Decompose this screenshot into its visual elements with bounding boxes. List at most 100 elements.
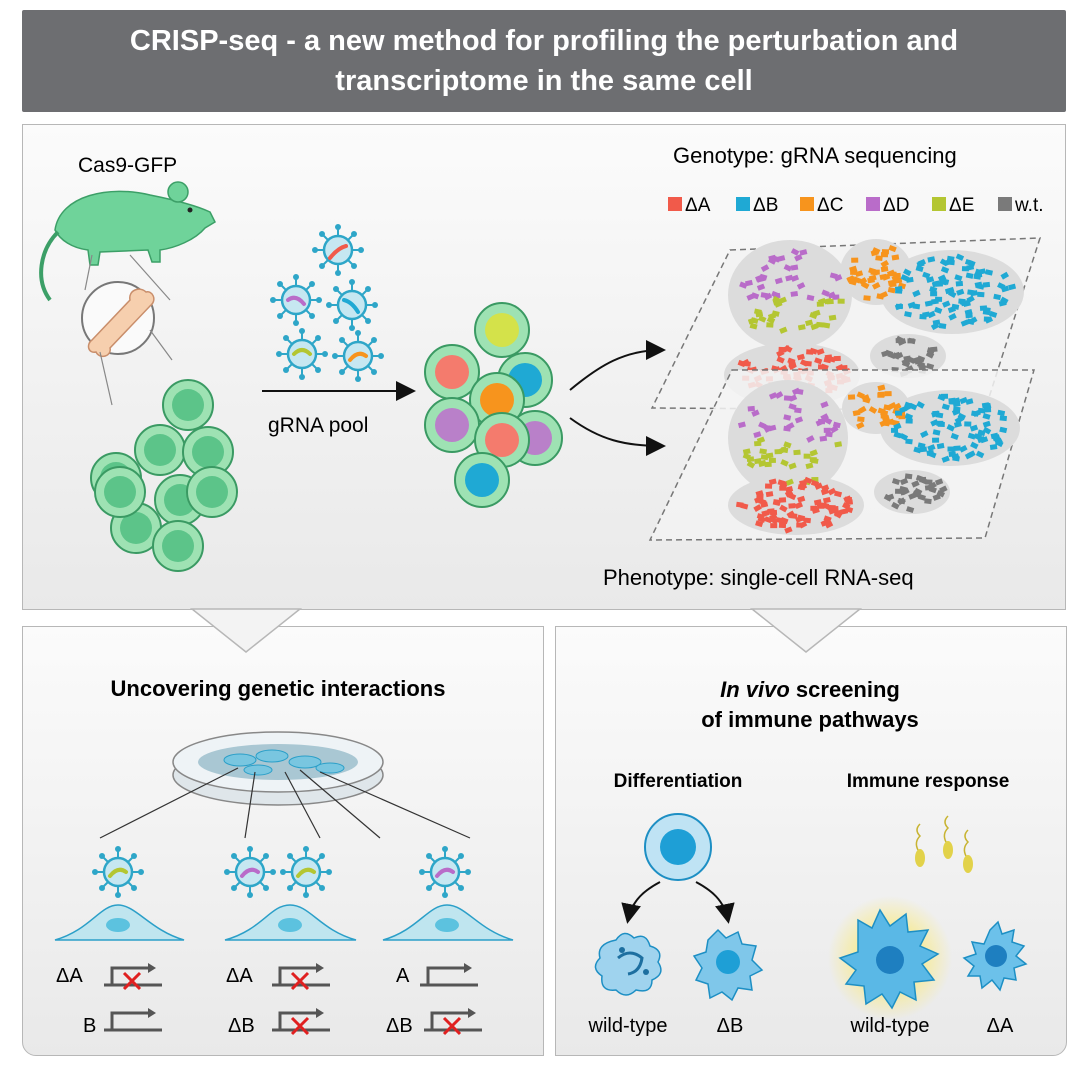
cell-dot xyxy=(747,405,755,412)
cell-dot xyxy=(765,491,774,498)
cell-dot xyxy=(796,353,805,361)
cell-dot xyxy=(820,488,830,496)
cell-dot xyxy=(925,362,935,370)
cell-dot xyxy=(809,457,817,463)
cell-dot xyxy=(989,444,998,450)
knockout-x-icon xyxy=(290,971,310,991)
transduced-cells xyxy=(424,302,563,508)
cell-dot xyxy=(894,303,904,311)
cell-dot xyxy=(932,493,941,501)
mouse-label: Cas9-GFP xyxy=(78,154,177,177)
cell-dot xyxy=(875,255,883,262)
cell-dot xyxy=(797,484,806,491)
cell-dot xyxy=(946,424,955,432)
cell-dot xyxy=(833,355,841,362)
cell-dot xyxy=(833,509,842,517)
cell-dot xyxy=(948,313,957,321)
phenotype-plane xyxy=(648,369,1035,541)
cell-dot xyxy=(959,396,968,405)
cell-dot xyxy=(788,462,797,470)
cell-dot xyxy=(758,315,767,323)
cell-dot xyxy=(788,361,797,369)
cond2-gene2: ΔB xyxy=(228,1015,255,1037)
cell-dot xyxy=(990,432,999,440)
cell-dot xyxy=(944,287,954,295)
cell-dot xyxy=(1000,271,1010,280)
cell-dot xyxy=(889,281,897,288)
cell-dot xyxy=(997,282,1006,290)
cell-dot xyxy=(803,476,813,485)
cell-dot xyxy=(979,436,989,444)
cell-dot xyxy=(780,517,789,525)
cell-dot xyxy=(799,249,808,256)
cell-dot xyxy=(755,520,764,528)
knockout-x-icon xyxy=(122,971,142,991)
cell-dot xyxy=(879,291,889,299)
cell-dot xyxy=(783,395,792,401)
cell-dot xyxy=(977,407,986,414)
legend-label: w.t. xyxy=(1014,195,1044,216)
cell-dot xyxy=(928,481,937,490)
cell-dot xyxy=(893,422,902,431)
cell-dot xyxy=(834,490,843,498)
cell-dot xyxy=(778,346,786,353)
cell-dot xyxy=(877,392,885,398)
cell-dot xyxy=(774,300,783,308)
cell-dot xyxy=(880,259,890,268)
legend-label: ΔA xyxy=(685,195,711,216)
condition-1 xyxy=(54,844,185,941)
cell-dot xyxy=(1008,283,1017,291)
cell-dot xyxy=(969,424,979,432)
cell-dot xyxy=(894,285,903,292)
cell-dot xyxy=(924,300,933,307)
cell-dot xyxy=(816,501,825,509)
cell-dot xyxy=(908,402,918,411)
cell-dot xyxy=(880,252,889,258)
cell-dot xyxy=(947,306,957,314)
cell-dot xyxy=(880,266,889,273)
cell-dot xyxy=(948,451,957,457)
diff-arrow-left xyxy=(621,881,661,924)
cell-dot xyxy=(786,422,795,430)
cell-dot xyxy=(840,364,848,371)
cell-dot xyxy=(803,453,811,459)
cell-dot xyxy=(948,397,956,404)
cell-dot xyxy=(825,431,833,438)
cell-dot xyxy=(794,501,804,510)
condition-2 xyxy=(222,844,357,941)
cell-dot xyxy=(794,407,802,414)
arrow-phenotype xyxy=(569,417,666,456)
cell-dot xyxy=(760,264,770,272)
cell-dot xyxy=(833,274,843,282)
cell-dot xyxy=(794,254,803,262)
cell-dot xyxy=(779,504,788,513)
cell-dot xyxy=(850,269,858,276)
cell-dot xyxy=(965,312,973,319)
cell-dot xyxy=(993,293,1002,301)
cell-dot xyxy=(982,413,991,420)
cell-dot xyxy=(930,419,939,427)
cell-dot xyxy=(767,312,777,320)
cell-dot xyxy=(912,289,921,298)
cell-dot xyxy=(805,319,814,327)
cell-dot xyxy=(785,478,794,486)
cell-dot xyxy=(768,478,777,485)
cell-dot xyxy=(783,414,792,421)
cell-dot xyxy=(934,478,944,486)
cell-dot xyxy=(845,499,854,506)
cell-dot xyxy=(967,289,975,296)
cell-dot xyxy=(877,384,886,392)
cell-dot xyxy=(998,300,1007,307)
knockout-x-icon xyxy=(290,1016,310,1036)
cell-dot xyxy=(827,487,837,496)
cell-dot xyxy=(778,522,787,529)
cell-dot xyxy=(856,391,865,400)
virus-pool xyxy=(268,222,386,384)
cell-dot xyxy=(746,460,756,469)
cond3-gene2: ΔB xyxy=(386,1015,413,1037)
cell-dot xyxy=(916,401,925,409)
mutant-differentiated-cell xyxy=(692,928,764,1002)
cell-dot xyxy=(884,391,892,397)
cell-dot xyxy=(964,451,974,460)
legend-swatch xyxy=(800,197,814,211)
